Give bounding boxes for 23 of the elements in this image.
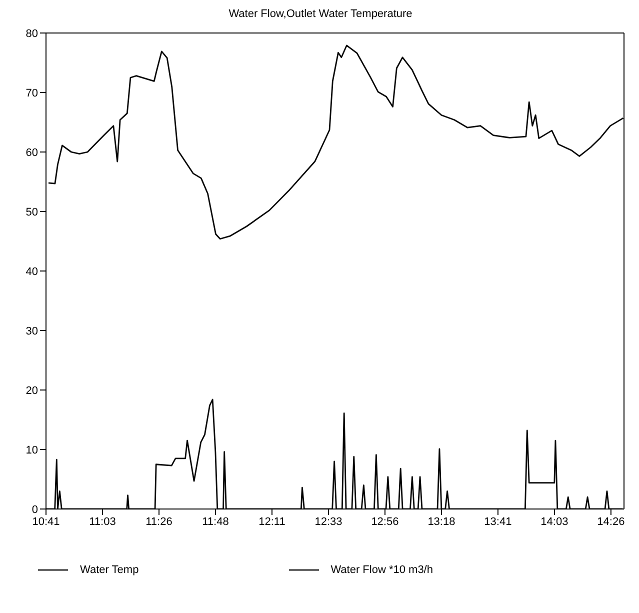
y-tick-label: 20 bbox=[26, 384, 38, 397]
y-tick-label: 50 bbox=[26, 206, 38, 218]
x-tick-label: 14:26 bbox=[597, 516, 625, 528]
x-tick-label: 14:03 bbox=[540, 516, 568, 528]
y-tick-label: 0 bbox=[32, 504, 38, 516]
legend-label: Water Temp bbox=[80, 564, 139, 576]
x-tick-label: 10:41 bbox=[32, 516, 60, 528]
x-tick-label: 11:48 bbox=[202, 516, 229, 528]
x-tick-label: 13:41 bbox=[484, 516, 512, 528]
x-tick-label: 12:56 bbox=[371, 516, 399, 528]
chart-title: Water Flow,Outlet Water Temperature bbox=[228, 8, 414, 22]
y-tick-label: 30 bbox=[26, 325, 38, 338]
y-tick-label: 70 bbox=[26, 87, 38, 100]
y-tick-label: 40 bbox=[26, 266, 38, 278]
y-tick-label: 10 bbox=[26, 444, 38, 456]
x-tick-label: 11:26 bbox=[146, 516, 172, 528]
y-tick-label: 80 bbox=[26, 28, 38, 40]
y-tick-label: 60 bbox=[26, 146, 38, 159]
x-tick-label: 11:03 bbox=[89, 516, 116, 528]
x-tick-label: 12:11 bbox=[258, 516, 286, 528]
x-tick-label: 13:18 bbox=[428, 516, 456, 528]
x-tick-label: 12:33 bbox=[314, 516, 342, 528]
legend-label: Water Flow *10 m3/h bbox=[330, 564, 433, 576]
